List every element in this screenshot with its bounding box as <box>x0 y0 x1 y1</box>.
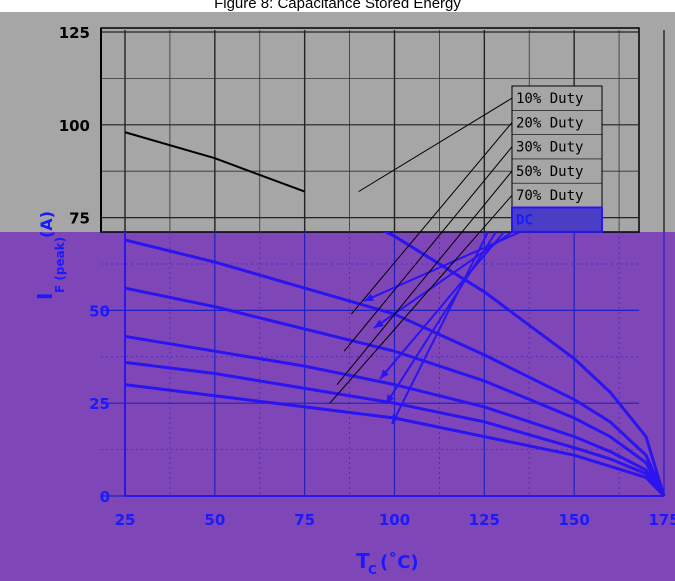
series-line <box>382 232 666 497</box>
series-line <box>124 383 666 498</box>
y-tick-label: 0 <box>100 488 110 506</box>
legend-arrow <box>385 231 497 405</box>
y-axis-label-sub: F (peak) <box>53 237 67 293</box>
legend-arrow-upper <box>350 122 513 315</box>
grid <box>101 30 665 497</box>
series-line <box>124 360 666 497</box>
y-tick-label: 100 <box>59 117 90 135</box>
y-tick-label: 125 <box>59 24 90 42</box>
series-line <box>124 334 666 497</box>
legend: 10% Duty 20% Duty 30% Duty 50% Duty 70% Duty… <box>511 85 603 233</box>
page-title: Figure 8: Capacitance Stored Energy <box>214 0 461 12</box>
lower-panel-background <box>0 232 675 581</box>
legend-arrowhead <box>392 414 400 424</box>
legend-arrow <box>379 231 505 380</box>
x-tick-label: 150 <box>559 511 590 529</box>
legend-entry: 30% Duty <box>516 140 583 156</box>
legend-entry: DC <box>516 213 533 229</box>
series-line <box>124 238 666 497</box>
x-axis-label-unit: (˚C) <box>380 551 419 573</box>
legend-arrow-upper <box>343 146 513 352</box>
axes <box>100 28 664 497</box>
legend-entry: 10% Duty <box>516 91 583 107</box>
y-tick-label: 75 <box>69 210 90 228</box>
x-tick-label: 25 <box>115 511 136 529</box>
legend-entry: 50% Duty <box>516 164 583 180</box>
y-axis-label: I F (peak) (A) <box>33 211 67 300</box>
curves <box>124 131 666 498</box>
legend-arrowhead <box>380 369 389 379</box>
x-tick-label: 75 <box>294 511 315 529</box>
x-axis-label-sub: C <box>368 563 377 577</box>
legend-arrows <box>329 97 521 425</box>
x-axis-label: T C (˚C) <box>356 549 419 577</box>
y-axis-label-main: I <box>33 293 57 300</box>
y-tick-label: 50 <box>89 302 110 320</box>
legend-arrow <box>391 231 489 425</box>
x-tick-label: 125 <box>469 511 500 529</box>
series-line <box>124 286 666 497</box>
x-tick-label: 50 <box>204 511 225 529</box>
legend-dc-cell <box>511 206 603 233</box>
legend-arrow-upper <box>358 97 513 193</box>
x-tick-label: 100 <box>379 511 410 529</box>
legend-arrow-upper <box>329 195 513 404</box>
legend-entry: 70% Duty <box>516 188 583 204</box>
y-axis-label-unit: (A) <box>37 211 56 238</box>
y-tick-label: 25 <box>89 395 110 413</box>
legend-arrowhead <box>386 394 395 404</box>
tick-labels: 25 50 75 100 125 150 175 0 25 50 75 100 125 <box>59 24 675 529</box>
legend-arrowhead <box>374 319 384 328</box>
series-line-upper <box>124 131 306 193</box>
x-tick-label: 175 <box>648 511 675 529</box>
x-axis-label-main: T <box>356 549 370 573</box>
legend-arrowhead <box>364 293 374 301</box>
legend-arrow-upper <box>336 170 513 385</box>
legend-entry: 20% Duty <box>516 115 583 131</box>
